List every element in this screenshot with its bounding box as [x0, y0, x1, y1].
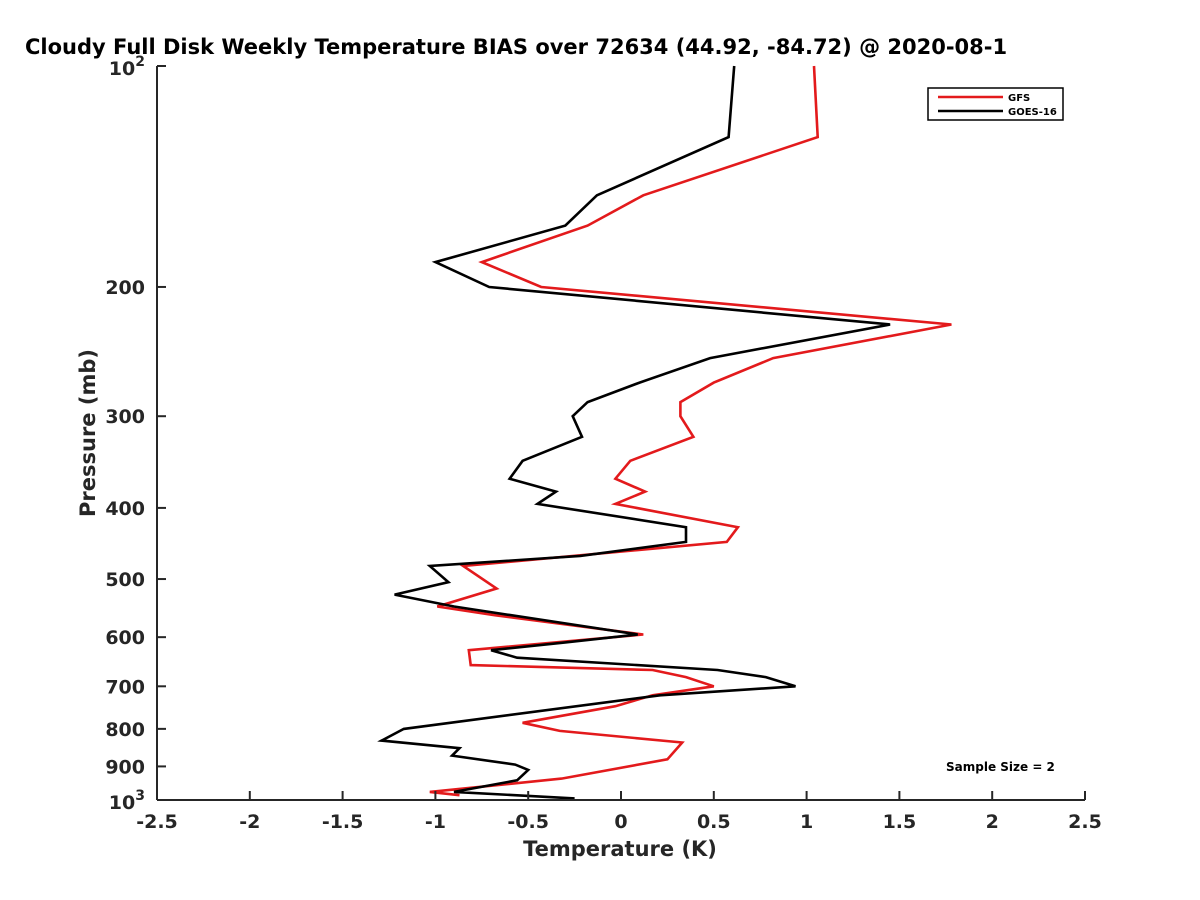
y-tick-label: 600: [105, 627, 145, 649]
x-tick-label: 0.5: [697, 811, 731, 833]
x-axis-label: Temperature (K): [523, 837, 717, 861]
y-tick-label: 900: [105, 756, 145, 778]
legend-label-0: GFS: [1008, 93, 1030, 104]
y-tick-label: 103: [109, 788, 145, 814]
y-tick-label: 200: [105, 277, 145, 299]
y-tick-label: 300: [105, 406, 145, 428]
x-tick-label: 2: [986, 811, 999, 833]
x-tick-label: -1.5: [322, 811, 364, 833]
series-line-0: [429, 65, 952, 797]
x-tick-label: -1: [425, 811, 446, 833]
y-tick-label: 700: [105, 676, 145, 698]
x-tick-label: -2: [239, 811, 260, 833]
series-layer: [377, 65, 952, 800]
sample-size-annotation: Sample Size = 2: [946, 760, 1055, 774]
legend-box: [927, 87, 1064, 121]
y-tick-label: 800: [105, 719, 145, 741]
legend: GFS GOES-16: [927, 87, 1064, 121]
x-tick-label: -0.5: [507, 811, 549, 833]
chart-title: Cloudy Full Disk Weekly Temperature BIAS…: [25, 35, 1007, 59]
x-tick-label: 1: [800, 811, 813, 833]
axis-layer: -2.5 -2 -1.5 -1 -0.5 0 0.5 1 1.5 2 2.5 102 200 300 400…: [105, 54, 1102, 833]
legend-label-1: GOES-16: [1008, 107, 1057, 118]
x-tick-label: 1.5: [883, 811, 917, 833]
x-tick-label: 2.5: [1068, 811, 1102, 833]
y-tick-label: 102: [109, 54, 145, 80]
y-tick-label: 400: [105, 498, 145, 520]
x-tick-label: -2.5: [136, 811, 178, 833]
x-tick-label: 0: [614, 811, 627, 833]
series-line-1: [377, 65, 891, 800]
y-axis-label: Pressure (mb): [76, 349, 100, 517]
y-tick-label: 500: [105, 569, 145, 591]
